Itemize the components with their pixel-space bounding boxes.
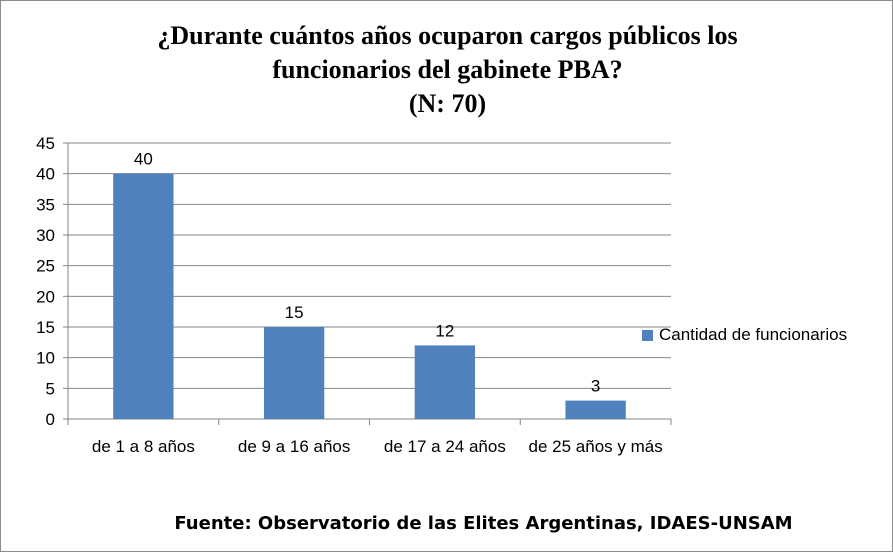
- y-tick-label: 10: [36, 349, 55, 368]
- bar-2: [263, 327, 325, 419]
- y-tick-label: 35: [36, 195, 55, 214]
- category-label: de 25 años y más: [529, 437, 663, 456]
- chart-title-line-3: (N: 70): [408, 89, 487, 118]
- y-tick-label: 15: [36, 318, 55, 337]
- legend: Cantidad de funcionarios: [642, 325, 847, 345]
- y-tick-label: 25: [36, 257, 55, 276]
- y-tick-label: 0: [46, 410, 55, 429]
- legend-label: Cantidad de funcionarios: [659, 325, 848, 344]
- y-tick-label: 20: [36, 287, 55, 306]
- data-label: 12: [435, 321, 454, 340]
- data-label: 15: [285, 303, 304, 322]
- bar-3: [414, 345, 476, 419]
- legend-swatch: [642, 329, 653, 341]
- data-label: 40: [134, 150, 153, 169]
- category-label: de 9 a 16 años: [238, 437, 350, 456]
- data-label: 3: [591, 377, 600, 396]
- category-label: de 17 a 24 años: [384, 437, 506, 456]
- bar-4: [565, 400, 626, 419]
- y-tick-label: 45: [36, 134, 55, 153]
- bar-1: [113, 173, 174, 419]
- category-label: de 1 a 8 años: [92, 437, 195, 456]
- y-tick-label: 30: [36, 226, 55, 245]
- source-note: Fuente: Observatorio de las Elites Argen…: [174, 513, 793, 534]
- chart-title-line-1: ¿Durante cuántos años ocuparon cargos pú…: [157, 21, 738, 50]
- y-tick-label: 40: [36, 165, 55, 184]
- y-tick-label: 5: [46, 379, 55, 398]
- chart-title-line-2: funcionarios del gabinete PBA?: [272, 55, 623, 84]
